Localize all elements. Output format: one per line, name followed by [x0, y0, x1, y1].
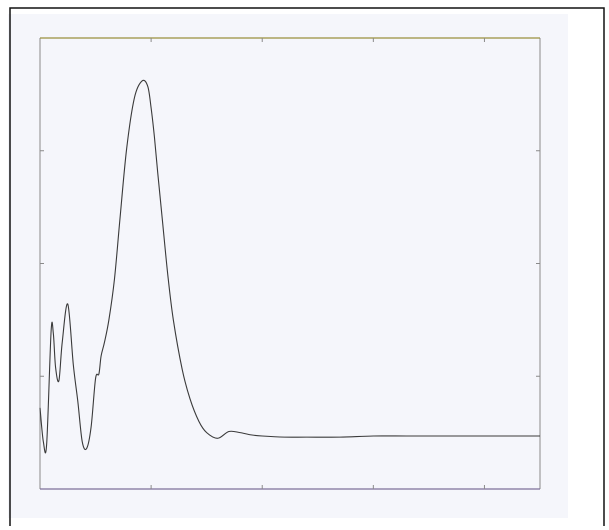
outer-border [9, 7, 605, 526]
series-layer [39, 79, 540, 454]
scan-background [8, 14, 568, 518]
ticks [40, 38, 540, 489]
series-line-1 [39, 79, 540, 454]
